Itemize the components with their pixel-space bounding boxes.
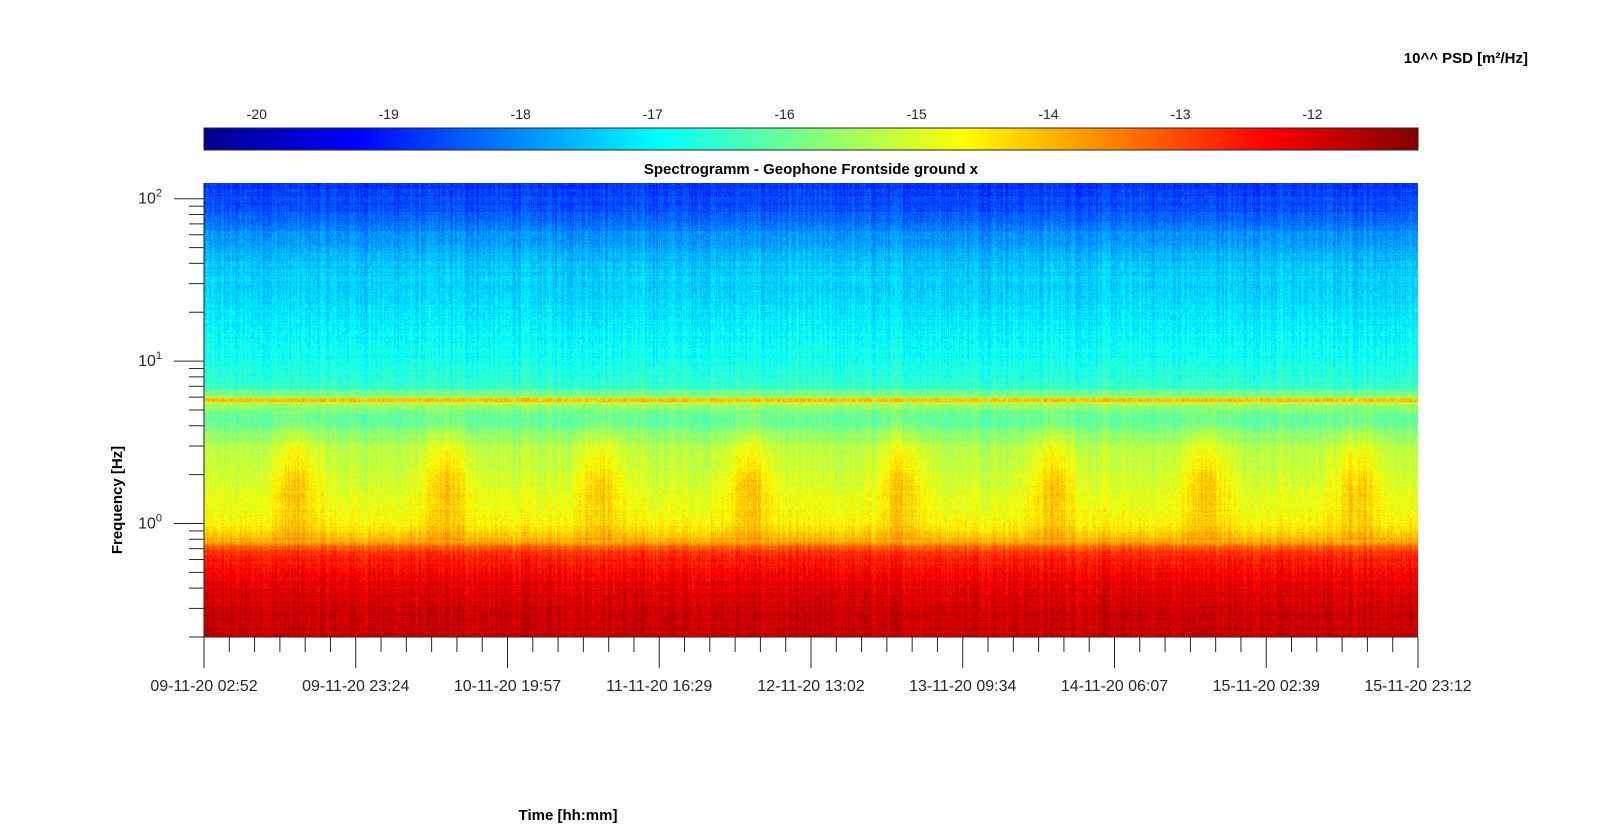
y-tick-label: 100 <box>138 513 162 533</box>
colorbar-tick-label: -13 <box>1170 106 1190 122</box>
x-tick-label: 12-11-20 13:02 <box>757 678 864 695</box>
colorbar-tick-label: -12 <box>1302 106 1322 122</box>
colorbar-tick-label: -20 <box>247 106 267 122</box>
colorbar-label: 10^^ PSD [m²/Hz] <box>1404 50 1528 67</box>
x-axis-label: Time [hh:mm] <box>519 807 618 824</box>
colorbar-tick-label: -15 <box>906 106 926 122</box>
x-tick-label: 09-11-20 02:52 <box>150 678 257 695</box>
x-tick-label: 09-11-20 23:24 <box>302 678 409 695</box>
x-tick-label: 10-11-20 19:57 <box>454 678 561 695</box>
y-tick-label: 102 <box>138 188 162 208</box>
y-axis: 100 101 102 <box>138 183 205 638</box>
colorbar-tick-label: -14 <box>1038 106 1058 122</box>
colorbar-tick-label: -18 <box>511 106 531 122</box>
colorbar-ticks: -20 -19 -18 -17 -16 -15 -14 -13 -12 <box>247 106 1323 136</box>
x-tick-label: 15-11-20 23:12 <box>1364 678 1471 695</box>
x-tick-label: 15-11-20 02:39 <box>1213 678 1320 695</box>
x-axis: 09-11-20 02:52 09-11-20 23:24 10-11-20 19:… <box>150 636 1472 695</box>
colorbar-tick-label: -19 <box>379 106 399 122</box>
chart-title: Spectrogramm - Geophone Frontside ground… <box>644 161 979 178</box>
x-tick-label: 11-11-20 16:29 <box>606 678 712 695</box>
y-tick-label: 101 <box>138 350 162 370</box>
x-tick-label: 13-11-20 09:34 <box>909 678 1016 695</box>
x-tick-label: 14-11-20 06:07 <box>1061 678 1168 695</box>
spectrogram-plot <box>204 183 1418 637</box>
colorbar <box>203 127 1419 151</box>
colorbar-tick-label: -16 <box>774 106 794 122</box>
colorbar-tick-label: -17 <box>643 106 663 122</box>
y-axis-label: Frequency [Hz] <box>109 446 126 554</box>
